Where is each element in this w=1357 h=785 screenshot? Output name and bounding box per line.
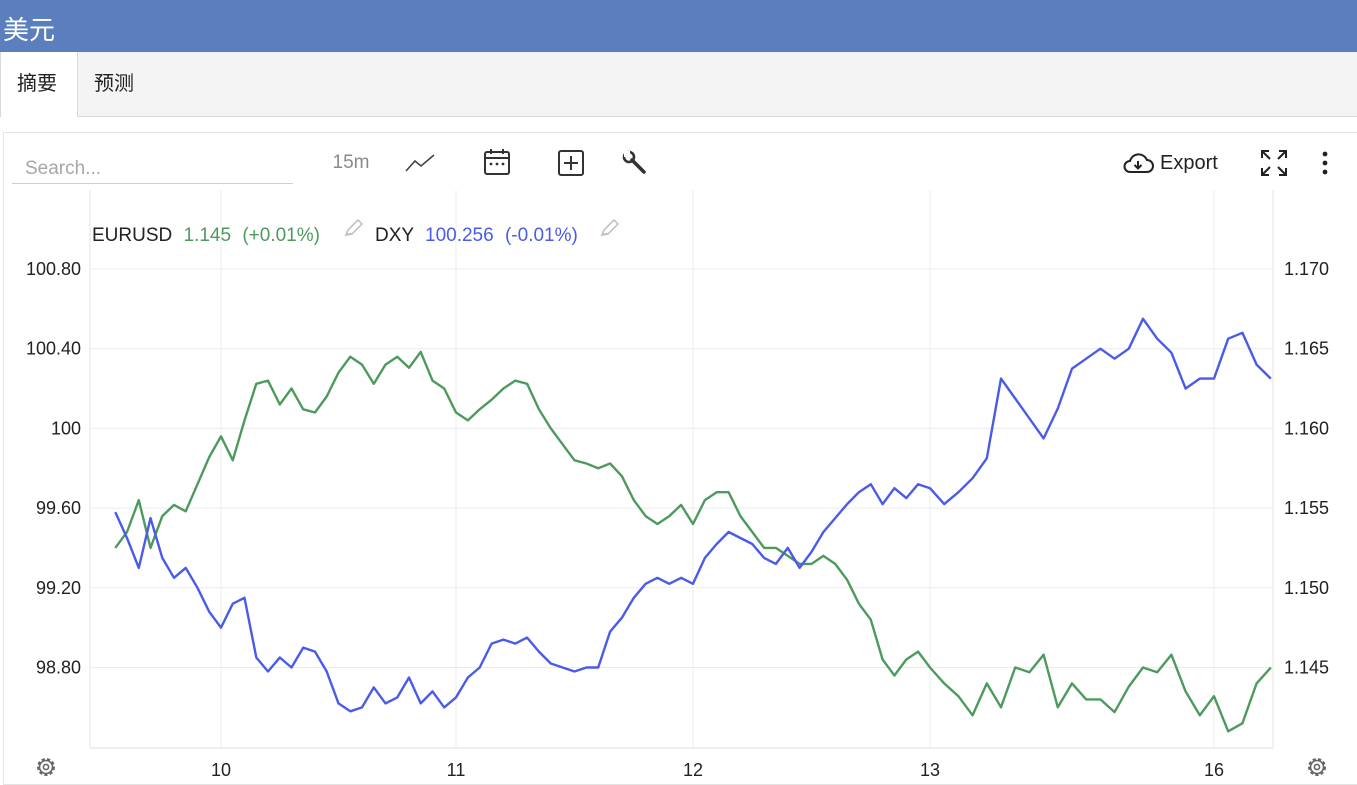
legend-eurusd-value: 1.145 xyxy=(184,225,232,246)
y-right-tick-label: 1.150 xyxy=(1284,578,1329,598)
x-tick-label: 13 xyxy=(920,760,940,780)
x-tick-label: 10 xyxy=(211,760,231,780)
y-left-tick-label: 100.80 xyxy=(26,259,81,279)
tab-forecast[interactable]: 预测 xyxy=(94,71,134,95)
y-left-tick-label: 100 xyxy=(51,418,81,438)
gear-left-icon[interactable] xyxy=(37,758,55,776)
legend-eurusd-change: (+0.01%) xyxy=(242,225,320,246)
series-line-dxy xyxy=(114,317,1272,713)
y-right-tick-label: 1.145 xyxy=(1284,658,1329,678)
x-tick-label: 11 xyxy=(447,760,466,780)
y-axis-left: 100.80 100.40 100 99.60 99.20 98.80 xyxy=(26,259,81,678)
y-left-tick-label: 100.40 xyxy=(26,339,81,359)
export-label: Export xyxy=(1160,151,1218,174)
cloud-download-icon xyxy=(1123,153,1154,173)
window-title: 美元 xyxy=(3,16,56,46)
edit-eurusd-icon[interactable] xyxy=(344,218,364,236)
export-button[interactable]: Export xyxy=(1122,148,1218,178)
y-right-tick-label: 1.155 xyxy=(1284,498,1329,518)
tab-bar: 摘要 预测 xyxy=(0,52,1357,117)
wrench-icon[interactable] xyxy=(620,148,650,178)
calendar-icon[interactable] xyxy=(482,146,512,178)
x-tick-label: 16 xyxy=(1204,760,1224,780)
y-right-tick-label: 1.160 xyxy=(1284,418,1329,438)
more-vertical-icon[interactable] xyxy=(1314,148,1336,178)
y-right-tick-label: 1.170 xyxy=(1284,259,1329,279)
fullscreen-icon[interactable] xyxy=(1258,148,1290,178)
y-axis-right: 1.170 1.165 1.160 1.155 1.150 1.145 xyxy=(1284,259,1329,678)
edit-dxy-icon[interactable] xyxy=(600,218,620,236)
series-lines xyxy=(114,317,1272,733)
chart[interactable]: 10 11 12 13 16 100.80 100.40 100 99.60 99.20 98.8… xyxy=(0,190,1357,785)
search-input[interactable] xyxy=(12,150,293,184)
line-chart-icon[interactable] xyxy=(404,148,436,178)
y-left-tick-label: 98.80 xyxy=(36,658,81,678)
legend-dxy-change: (-0.01%) xyxy=(505,225,578,246)
legend-eurusd: EURUSD 1.145 (+0.01%) xyxy=(92,225,320,246)
interval-button[interactable]: 15m xyxy=(332,152,370,173)
chart-panel xyxy=(3,132,1357,785)
tab-summary[interactable]: 摘要 xyxy=(0,52,78,117)
legend-dxy: DXY 100.256 (-0.01%) xyxy=(375,225,578,246)
gear-right-icon[interactable] xyxy=(1308,758,1326,776)
y-right-tick-label: 1.165 xyxy=(1284,339,1329,359)
series-line-eurusd xyxy=(114,350,1272,733)
legend-eurusd-symbol: EURUSD xyxy=(92,225,172,246)
y-left-tick-label: 99.20 xyxy=(36,578,81,598)
title-bar: 美元 xyxy=(0,0,1357,52)
x-axis: 10 11 12 13 16 xyxy=(211,760,1224,780)
x-tick-label: 12 xyxy=(683,760,703,780)
grid xyxy=(89,190,1274,749)
y-left-tick-label: 99.60 xyxy=(36,498,81,518)
legend-dxy-symbol: DXY xyxy=(375,225,414,246)
add-box-icon[interactable] xyxy=(556,148,586,178)
legend-dxy-value: 100.256 xyxy=(425,225,494,246)
